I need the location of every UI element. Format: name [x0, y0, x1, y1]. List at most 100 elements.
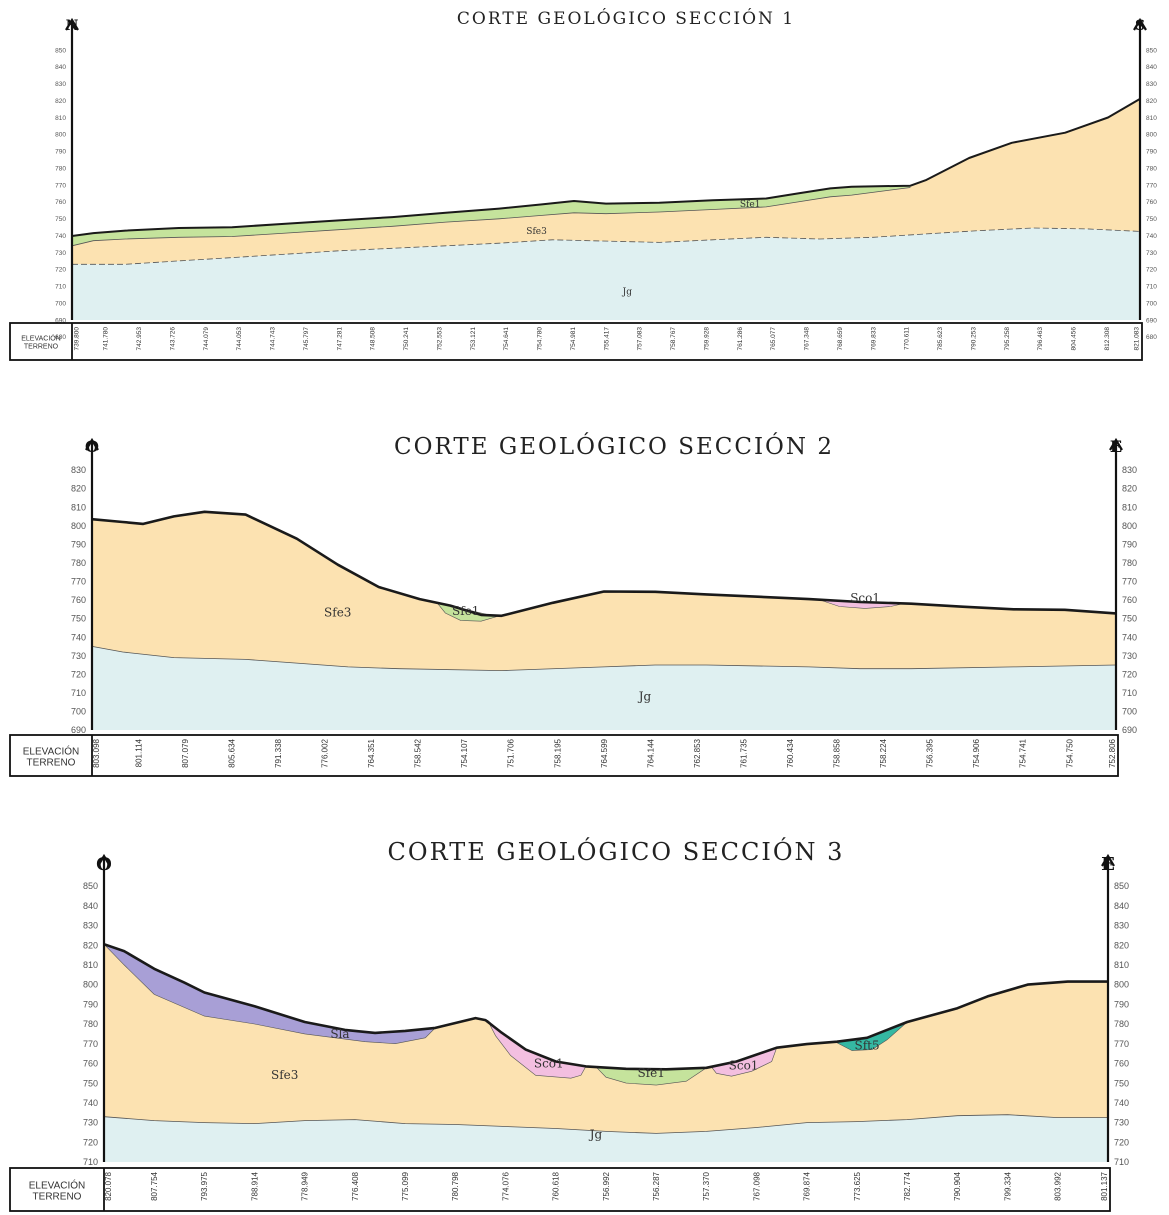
elevation-value: 748.508: [370, 327, 377, 351]
tick-label-right: 820: [1122, 484, 1137, 494]
tick-label-left: 770: [83, 1039, 98, 1049]
elevation-value: 773.625: [853, 1171, 862, 1200]
elevation-footer-box: [9, 1167, 1111, 1212]
elevation-value: 769.874: [803, 1171, 812, 1200]
tick-label-left: 820: [83, 940, 98, 950]
ground-profile-line: [103, 942, 1108, 1071]
direction-left: N: [66, 18, 79, 34]
elevation-value: 750.241: [403, 327, 410, 351]
unit-jg-area: [104, 1114, 1108, 1162]
tick-label-left: 760: [71, 595, 86, 605]
contact-line-jg: [91, 646, 1117, 672]
unit-label-sfe1: Sfe1: [637, 1066, 664, 1080]
tick-label-right: 800: [1146, 132, 1157, 139]
right-axis-arrowhead: [1101, 853, 1115, 867]
tick-label-right: 710: [1114, 1157, 1129, 1167]
elevation-value: 760.618: [552, 1171, 561, 1200]
tick-label-left: 780: [83, 1019, 98, 1029]
tick-label-right: 830: [1122, 465, 1137, 475]
tick-label-left: 850: [55, 47, 66, 54]
elevation-value: 791.338: [274, 738, 283, 767]
elevation-value: 754.981: [570, 327, 577, 351]
tick-label-left: 780: [71, 558, 86, 568]
right-axis-arrowhead: [1133, 17, 1147, 31]
tick-label-left: 740: [71, 632, 86, 642]
elevation-value: 790.904: [953, 1171, 962, 1200]
elevation-value: 774.076: [501, 1171, 510, 1200]
tick-label-right: 700: [1122, 707, 1137, 717]
elevation-value: 759.928: [703, 327, 710, 351]
tick-label-right: 690: [1122, 725, 1137, 735]
elevation-value: 807.079: [181, 738, 190, 767]
tick-label-left: 740: [55, 233, 66, 240]
elevation-value: 752.553: [436, 327, 443, 351]
elevation-value: 744.079: [203, 327, 210, 351]
elevation-value: 757.370: [702, 1171, 711, 1200]
elevation-value: 764.144: [646, 738, 655, 767]
tick-label-left: 800: [83, 980, 98, 990]
tick-label-left: 750: [55, 216, 66, 223]
elevation-value: 756.287: [652, 1171, 661, 1200]
tick-label-right: 790: [1114, 999, 1129, 1009]
elevation-value: 751.706: [507, 738, 516, 767]
elevation-value: 747.281: [336, 327, 343, 351]
tick-label-right: 780: [1146, 165, 1157, 172]
tick-label-right: 800: [1122, 521, 1137, 531]
tick-label-left: 790: [55, 149, 66, 156]
elevation-value: 764.599: [600, 738, 609, 767]
elevation-value: 756.395: [926, 738, 935, 767]
tick-label-left: 730: [83, 1118, 98, 1128]
tick-label-left: 820: [71, 484, 86, 494]
contact-line-jg: [103, 1114, 1108, 1134]
elevation-value: 796.463: [1037, 327, 1044, 351]
elevation-value: 785.623: [937, 327, 944, 351]
tick-label-right: 710: [1122, 688, 1137, 698]
unit-sfe1-layer: [72, 185, 911, 246]
left-axis-arrowhead: [65, 17, 79, 31]
tick-label-right: 780: [1114, 1019, 1129, 1029]
tick-label-left: 810: [71, 502, 86, 512]
elevation-value: 770.611: [904, 327, 911, 350]
unit-label-sfe3: Sfe3: [526, 227, 547, 237]
tick-label-left: 840: [55, 64, 66, 71]
tick-label-left: 690: [71, 725, 86, 735]
right-axis-arrowhead: [1109, 437, 1123, 451]
tick-label-right: 740: [1146, 233, 1157, 240]
section-title: CORTE GEOLÓGICO SECCIÓN 1: [457, 8, 795, 29]
contact-line-jg: [72, 227, 1141, 265]
direction-right: E: [1110, 437, 1122, 456]
elevation-value: 805.634: [227, 738, 236, 767]
elevation-value: 778.949: [301, 1171, 310, 1200]
elevation-value: 758.767: [670, 327, 677, 351]
elevation-value: 755.417: [603, 327, 610, 351]
elevation-value: 761.286: [737, 327, 744, 351]
elevation-value: 776.408: [351, 1171, 360, 1200]
tick-label-right: 820: [1114, 940, 1129, 950]
elevation-value: 762.853: [693, 738, 702, 767]
elevation-footer-box: [9, 322, 1143, 361]
footer-label-line2: TERRENO: [24, 344, 59, 351]
tick-label-left: 830: [71, 465, 86, 475]
tick-label-right: 790: [1146, 149, 1157, 156]
elevation-value: 742.953: [136, 327, 143, 351]
elevation-value: 788.914: [250, 1171, 259, 1200]
footer-label-line1: ELEVACIÓN: [29, 1179, 86, 1192]
tick-label-left: 800: [55, 132, 66, 139]
elevation-value: 758.224: [879, 738, 888, 767]
tick-label-left: 760: [83, 1059, 98, 1069]
elevation-value: 756.992: [602, 1171, 611, 1200]
tick-label-left: 830: [83, 921, 98, 931]
tick-label-right: 840: [1146, 64, 1157, 71]
tick-label-right: 680: [1146, 334, 1157, 341]
elevation-value: 767.098: [752, 1171, 761, 1200]
unit-label-sla: Sla: [330, 1027, 349, 1041]
tick-label-left: 700: [71, 707, 86, 717]
tick-label-left: 720: [55, 267, 66, 274]
tick-label-left: 790: [71, 539, 86, 549]
tick-label-left: 820: [55, 98, 66, 105]
tick-label-left: 770: [71, 577, 86, 587]
elevation-value: 739.800: [73, 327, 80, 351]
direction-left: O: [96, 854, 112, 875]
tick-label-right: 830: [1114, 921, 1129, 931]
